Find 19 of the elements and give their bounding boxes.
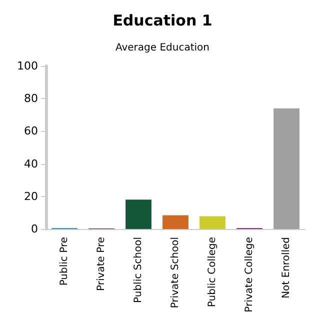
- y-tick-label: 20: [24, 190, 38, 203]
- y-tick-label: 40: [24, 157, 38, 170]
- x-tick-label: Private College: [244, 237, 255, 312]
- y-tick-label: 100: [17, 60, 38, 72]
- bar: [126, 200, 152, 229]
- x-tick-label: Private Pre: [96, 237, 107, 291]
- x-tick-label: Public Pre: [59, 237, 70, 286]
- y-tick-label: 60: [24, 124, 38, 138]
- chart-title: Education 1: [112, 12, 212, 30]
- y-tick-label: 0: [31, 222, 38, 236]
- bar: [200, 216, 226, 229]
- bar: [274, 108, 300, 229]
- y-tick-label: 80: [24, 92, 38, 106]
- x-tick-label: Public College: [207, 237, 218, 308]
- x-tick-label: Public School: [133, 237, 144, 303]
- bar: [162, 215, 188, 229]
- x-tick-label: Private School: [170, 237, 181, 308]
- x-tick-label: Not Enrolled: [281, 237, 292, 298]
- chart-subtitle: Average Education: [115, 42, 210, 54]
